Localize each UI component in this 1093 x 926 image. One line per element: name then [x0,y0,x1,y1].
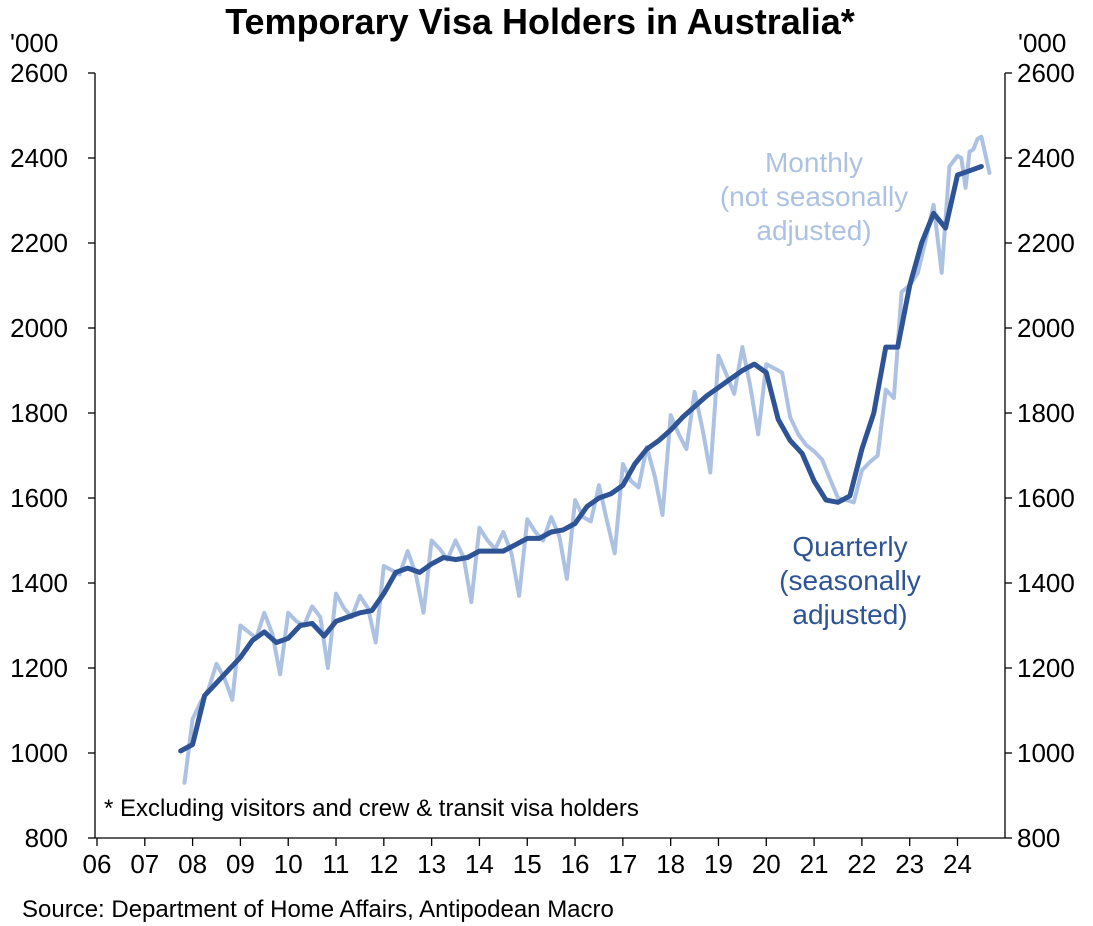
x-tick-label: 19 [704,849,733,879]
x-tick-label: 12 [369,849,398,879]
y-tick-label-right: 1400 [1017,568,1075,598]
x-tick-label: 21 [800,849,829,879]
x-tick-label: 18 [656,849,685,879]
y-tick-label-left: 2600 [10,58,68,88]
right-axis-unit: '000 [1018,28,1066,58]
x-tick-label: 23 [895,849,924,879]
monthly-label-line-1: Monthly [765,147,863,178]
monthly-series-line [182,134,992,785]
y-tick-label-right: 2600 [1017,58,1075,88]
source-note: Source: Department of Home Affairs, Anti… [22,896,614,923]
x-tick-label: 15 [513,849,542,879]
y-tick-label-right: 800 [1017,823,1060,853]
monthly-label-line-2: (not seasonally [720,181,908,212]
monthly-annotation: Monthly (not seasonally adjusted) [720,147,908,246]
monthly-label-line-3: adjusted) [756,215,871,246]
y-tick-label-left: 1600 [10,483,68,513]
quarterly-series-line [178,164,984,754]
quarterly-annotation: Quarterly (seasonally adjusted) [779,531,921,630]
y-tick-label-right: 2200 [1017,228,1075,258]
y-tick-label-left: 2000 [10,313,68,343]
x-tick-label: 10 [274,849,303,879]
x-tick-label: 24 [943,849,972,879]
x-tick-label: 09 [226,849,255,879]
y-tick-label-left: 2200 [10,228,68,258]
y-tick-label-left: 1200 [10,653,68,683]
x-tick-label: 20 [752,849,781,879]
quarterly-label-line-1: Quarterly [792,531,907,562]
x-tick-label: 17 [608,849,637,879]
series-lines [178,134,992,785]
x-tick-label: 06 [83,849,112,879]
y-tick-label-right: 2000 [1017,313,1075,343]
y-tick-label-right: 1800 [1017,398,1075,428]
y-tick-label-right: 1200 [1017,653,1075,683]
left-y-axis: 800 1000 1200 1400 1600 1800 2000 2200 2400 2600 [10,58,95,853]
y-tick-label-left: 800 [25,823,68,853]
x-tick-label: 08 [178,849,207,879]
x-tick-label: 22 [847,849,876,879]
quarterly-label-line-2: (seasonally [779,565,921,596]
left-axis-unit: '000 [10,28,58,58]
footnote: * Excluding visitors and crew & transit … [104,795,639,822]
x-tick-label: 16 [561,849,590,879]
y-tick-label-right: 1600 [1017,483,1075,513]
x-tick-label: 07 [130,849,159,879]
quarterly-label-line-3: adjusted) [792,599,907,630]
x-tick-label: 14 [465,849,494,879]
axes [94,73,1006,839]
y-tick-label-left: 1000 [10,738,68,768]
x-tick-label: 11 [323,849,350,879]
y-tick-label-left: 2400 [10,143,68,173]
y-tick-label-right: 2400 [1017,143,1075,173]
x-axis: 06 07 08 09 10 11 12 13 14 15 16 17 18 19 20 21 22 23 24 [83,838,972,879]
y-tick-label-right: 1000 [1017,738,1075,768]
right-y-axis: 800 1000 1200 1400 1600 1800 2000 2200 2400 2600 [1005,58,1075,853]
x-tick-label: 13 [417,849,446,879]
y-tick-label-left: 1800 [10,398,68,428]
chart-title: Temporary Visa Holders in Australia* [225,1,855,42]
y-tick-label-left: 1400 [10,568,68,598]
